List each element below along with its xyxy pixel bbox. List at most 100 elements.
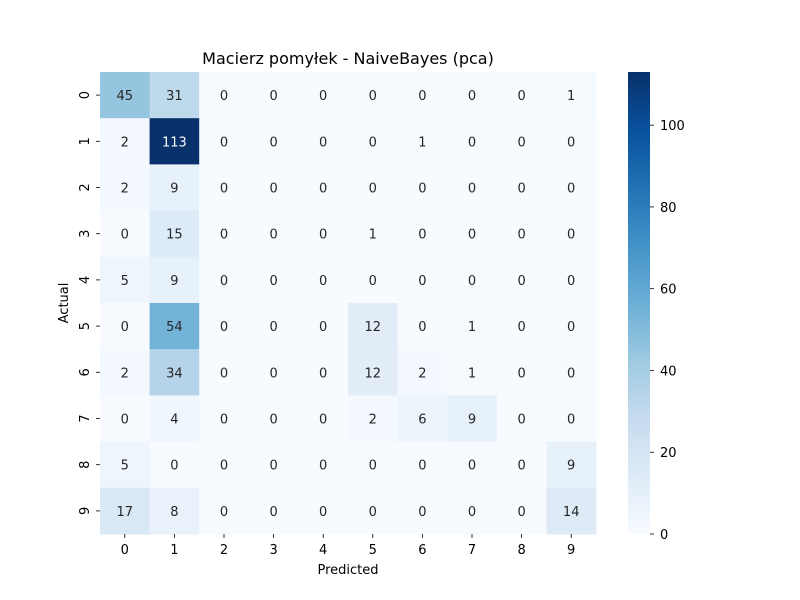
- cell-value-5-5: 12: [365, 320, 382, 335]
- x-tick-label-9: 9: [567, 543, 575, 558]
- heatmap-cell-2-8: [496, 164, 547, 212]
- cell-value-3-0: 0: [121, 228, 129, 243]
- heatmap-cell-5-4: [298, 303, 349, 350]
- heatmap-cell-0-1: [149, 72, 200, 119]
- cell-value-8-8: 0: [517, 459, 525, 474]
- heatmap-cell-5-2: [199, 303, 250, 350]
- cell-value-3-2: 0: [220, 228, 228, 243]
- y-tick-label-8: 8: [78, 461, 93, 469]
- cell-value-2-5: 0: [369, 182, 377, 197]
- cell-value-3-6: 0: [418, 228, 426, 243]
- cell-value-8-4: 0: [319, 459, 327, 474]
- cell-value-4-3: 0: [269, 274, 277, 289]
- chart-title: Macierz pomyłek - NaiveBayes (pca): [202, 49, 494, 68]
- heatmap-cell-6-9: [546, 349, 597, 396]
- cell-value-1-8: 0: [517, 135, 525, 150]
- y-tick-label-6: 6: [78, 368, 93, 376]
- cell-value-8-7: 0: [468, 459, 476, 474]
- heatmap-cell-7-5: [348, 395, 399, 443]
- cell-value-1-2: 0: [220, 135, 228, 150]
- heatmap-cell-6-1: [149, 349, 200, 396]
- heatmap-cell-9-5: [348, 487, 399, 535]
- heatmap-cell-7-4: [298, 395, 349, 443]
- heatmap-cell-6-5: [348, 349, 399, 396]
- cell-value-3-1: 15: [166, 228, 183, 243]
- cell-value-7-9: 0: [567, 413, 575, 428]
- heatmap-cell-7-8: [496, 395, 547, 443]
- cell-value-2-9: 0: [567, 182, 575, 197]
- heatmap-cell-8-0: [100, 441, 151, 489]
- heatmap-cell-3-1: [149, 210, 200, 258]
- heatmap-cell-0-9: [546, 72, 597, 119]
- cell-value-8-1: 0: [170, 459, 178, 474]
- heatmap-cell-9-2: [199, 487, 250, 535]
- heatmap-cell-7-3: [248, 395, 299, 443]
- x-tick-label-6: 6: [418, 543, 426, 558]
- cell-value-6-7: 1: [468, 366, 476, 381]
- heatmap-cell-1-1: [149, 118, 200, 165]
- cell-value-5-8: 0: [517, 320, 525, 335]
- cell-value-1-4: 0: [319, 135, 327, 150]
- cell-value-9-0: 17: [117, 505, 134, 520]
- cell-value-3-7: 0: [468, 228, 476, 243]
- cell-value-9-6: 0: [418, 505, 426, 520]
- colorbar-tick-label-5: 100: [660, 119, 685, 134]
- heatmap-cell-5-1: [149, 303, 200, 350]
- heatmap-cell-2-1: [149, 164, 200, 212]
- heatmap-cell-2-7: [447, 164, 498, 212]
- cell-value-6-0: 2: [121, 366, 129, 381]
- heatmap-cell-1-3: [248, 118, 299, 165]
- heatmap-cell-9-6: [397, 487, 448, 535]
- cell-value-7-5: 2: [369, 413, 377, 428]
- cell-value-0-8: 0: [517, 89, 525, 104]
- heatmap-cell-1-5: [348, 118, 399, 165]
- heatmap-cell-8-7: [447, 441, 498, 489]
- heatmap-cells: 45 31 0 0 0 0 0 0 0 12 113 0 0 0 0 1 0 0 02 9 0 0 0 0 0 0 0 00 15 0 0 0…: [100, 72, 597, 535]
- colorbar-tick-label-1: 20: [660, 446, 677, 461]
- cell-value-4-5: 0: [369, 274, 377, 289]
- heatmap-cell-8-6: [397, 441, 448, 489]
- heatmap-cell-9-8: [496, 487, 547, 535]
- heatmap-cell-6-3: [248, 349, 299, 396]
- heatmap-cell-7-7: [447, 395, 498, 443]
- cell-value-0-1: 31: [166, 89, 183, 104]
- heatmap-cell-9-3: [248, 487, 299, 535]
- heatmap-cell-4-7: [447, 256, 498, 304]
- heatmap-cell-4-3: [248, 256, 299, 304]
- cell-value-7-0: 0: [121, 413, 129, 428]
- cell-value-5-2: 0: [220, 320, 228, 335]
- heatmap-cell-7-0: [100, 395, 151, 443]
- cell-value-8-0: 5: [121, 459, 129, 474]
- cell-value-8-9: 9: [567, 459, 575, 474]
- heatmap-cell-3-7: [447, 210, 498, 258]
- heatmap-cell-0-5: [348, 72, 399, 119]
- y-tick-label-3: 3: [78, 230, 93, 238]
- colorbar: 0 20 40 60 80 100: [628, 72, 685, 543]
- cell-value-8-2: 0: [220, 459, 228, 474]
- cell-value-7-8: 0: [517, 413, 525, 428]
- cell-value-2-2: 0: [220, 182, 228, 197]
- cell-value-5-9: 0: [567, 320, 575, 335]
- heatmap-cell-5-9: [546, 303, 597, 350]
- colorbar-tick-label-3: 60: [660, 283, 677, 298]
- cell-value-2-0: 2: [121, 182, 129, 197]
- heatmap-cell-2-5: [348, 164, 399, 212]
- cell-value-5-3: 0: [269, 320, 277, 335]
- cell-value-0-4: 0: [319, 89, 327, 104]
- heatmap-cell-9-9: [546, 487, 597, 535]
- cell-value-3-9: 0: [567, 228, 575, 243]
- heatmap-cell-9-4: [298, 487, 349, 535]
- x-tick-label-2: 2: [220, 543, 228, 558]
- cell-value-5-4: 0: [319, 320, 327, 335]
- heatmap-cell-4-1: [149, 256, 200, 304]
- cell-value-5-0: 0: [121, 320, 129, 335]
- heatmap-cell-2-6: [397, 164, 448, 212]
- heatmap-cell-8-4: [298, 441, 349, 489]
- cell-value-3-5: 1: [369, 228, 377, 243]
- cell-value-8-5: 0: [369, 459, 377, 474]
- cell-value-4-4: 0: [319, 274, 327, 289]
- heatmap-cell-5-6: [397, 303, 448, 350]
- x-tick-label-4: 4: [319, 543, 327, 558]
- heatmap-cell-6-0: [100, 349, 151, 396]
